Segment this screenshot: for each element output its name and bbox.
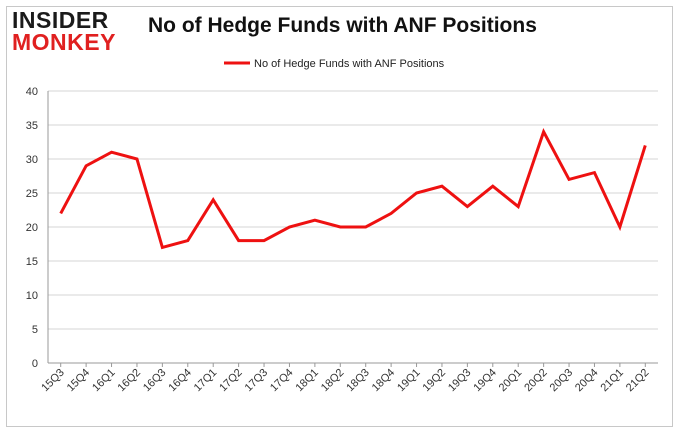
y-tick-label: 10 bbox=[26, 290, 38, 302]
x-tick-label: 18Q3 bbox=[344, 367, 372, 395]
x-tick-label: 20Q4 bbox=[573, 367, 601, 395]
x-tick-label: 16Q1 bbox=[90, 367, 118, 395]
x-tick-label: 19Q2 bbox=[421, 367, 449, 395]
x-tick-label: 19Q3 bbox=[446, 367, 474, 395]
x-tick-label: 16Q2 bbox=[116, 367, 144, 395]
logo-text-insider: INSIDER bbox=[12, 7, 109, 33]
logo-text-monkey: MONKEY bbox=[12, 29, 116, 55]
chart-title: No of Hedge Funds with ANF Positions bbox=[148, 14, 537, 37]
y-tick-label: 25 bbox=[26, 188, 38, 200]
y-tick-label: 30 bbox=[26, 154, 38, 166]
x-tick-label: 19Q4 bbox=[471, 367, 499, 395]
y-tick-label: 0 bbox=[32, 358, 38, 370]
x-tick-label: 20Q2 bbox=[522, 367, 550, 395]
x-tick-label: 17Q3 bbox=[243, 367, 271, 395]
x-tick-label: 17Q2 bbox=[217, 367, 245, 395]
x-tick-label: 20Q1 bbox=[497, 367, 525, 395]
x-tick-label: 20Q3 bbox=[548, 367, 576, 395]
x-tick-label: 18Q1 bbox=[293, 367, 321, 395]
x-tick-label: 18Q2 bbox=[319, 367, 347, 395]
y-tick-label: 40 bbox=[26, 86, 38, 98]
y-tick-label: 20 bbox=[26, 222, 38, 234]
y-tick-label: 15 bbox=[26, 256, 38, 268]
x-tick-label: 21Q2 bbox=[624, 367, 652, 395]
x-tick-label: 16Q4 bbox=[166, 367, 194, 395]
y-tick-label: 35 bbox=[26, 120, 38, 132]
series-line bbox=[59, 128, 647, 250]
x-tick-label: 16Q3 bbox=[141, 367, 169, 395]
x-tick-label: 21Q1 bbox=[598, 367, 626, 395]
chart-frame bbox=[6, 6, 673, 427]
x-tick-label: 18Q4 bbox=[370, 367, 398, 395]
legend-label: No of Hedge Funds with ANF Positions bbox=[254, 58, 445, 70]
x-tick-label: 15Q4 bbox=[65, 367, 93, 395]
x-tick-label: 17Q4 bbox=[268, 367, 296, 395]
insider-monkey-logo: INSIDER MONKEY bbox=[12, 9, 130, 55]
y-tick-label: 5 bbox=[32, 324, 38, 336]
x-tick-label: 17Q1 bbox=[192, 367, 220, 395]
x-tick-label: 19Q1 bbox=[395, 367, 423, 395]
x-tick-label: 15Q3 bbox=[39, 367, 67, 395]
